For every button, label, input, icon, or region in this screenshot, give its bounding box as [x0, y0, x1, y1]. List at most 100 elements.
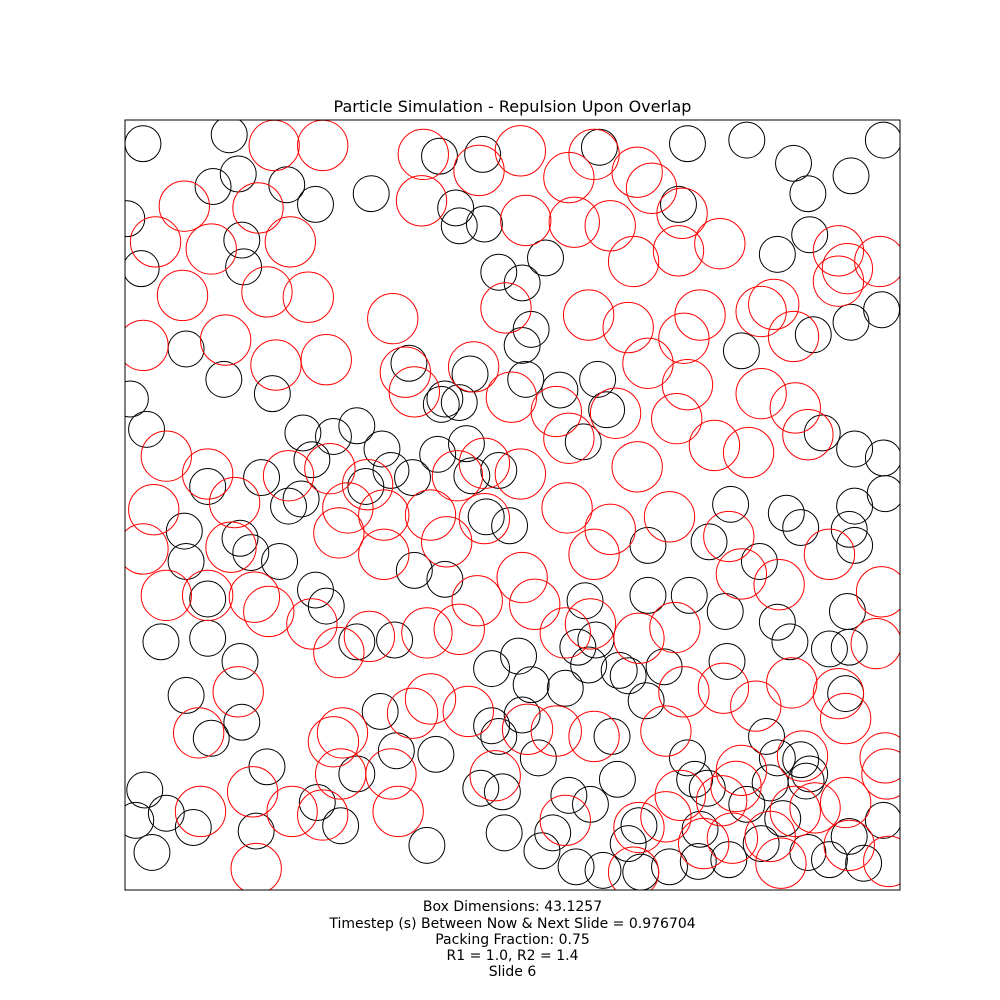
small-particle-89 [600, 651, 638, 689]
large-particle-10 [158, 180, 210, 232]
caption-block: Box Dimensions: 43.1257 Timestep (s) Bet… [328, 899, 695, 980]
small-particle-25 [791, 216, 829, 254]
large-particle-87 [451, 575, 503, 627]
large-particle-102 [658, 666, 710, 718]
small-particle-37 [125, 380, 149, 418]
large-particle-105 [766, 657, 818, 709]
large-particle-68 [182, 448, 234, 500]
small-particle-78 [629, 576, 667, 614]
small-particle-82 [758, 603, 796, 641]
large-particle-130 [530, 705, 582, 757]
small-particle-64 [722, 332, 760, 370]
large-particle-61 [404, 489, 457, 541]
large-particle-147 [365, 748, 417, 800]
large-particle-12 [129, 216, 182, 268]
small-particle-96 [559, 628, 597, 666]
large-particle-27 [156, 269, 209, 322]
large-particle-47 [589, 387, 642, 439]
small-particle-95 [570, 646, 608, 684]
small-particle-66 [803, 414, 841, 452]
small-particle-97 [500, 637, 538, 675]
small-particle-1 [210, 120, 248, 154]
large-particle-62 [358, 489, 410, 541]
large-particle-20 [652, 225, 705, 277]
large-particle-106 [812, 667, 865, 720]
small-particle-75 [712, 485, 750, 523]
small-particle-173 [791, 755, 829, 793]
large-particle-85 [855, 566, 900, 618]
small-particle-101 [376, 621, 414, 659]
small-particle-124 [237, 812, 275, 850]
small-particle-50 [422, 385, 460, 423]
large-particle-64 [304, 442, 356, 495]
large-particle-23 [767, 310, 820, 363]
small-particle-49 [440, 384, 478, 422]
small-particle-20 [669, 125, 706, 163]
small-particle-116 [167, 676, 205, 714]
large-particle-118 [861, 748, 900, 800]
small-particle-145 [584, 851, 622, 889]
small-particle-119 [126, 771, 164, 809]
small-particle-22 [728, 121, 766, 159]
large-particle-112 [710, 760, 762, 813]
large-particle-142 [174, 785, 227, 838]
small-particle-93 [512, 666, 550, 704]
large-particle-69 [128, 484, 180, 536]
small-particle-162 [782, 741, 820, 779]
small-particle-42 [338, 407, 376, 445]
small-particle-135 [485, 814, 523, 852]
small-particle-41 [314, 418, 352, 455]
large-particle-48 [622, 337, 674, 389]
small-particle-167 [845, 844, 883, 882]
small-particle-38 [128, 410, 166, 448]
small-particle-141 [534, 814, 572, 852]
small-particle-35 [284, 414, 322, 452]
small-particle-117 [223, 703, 261, 741]
large-particle-33 [602, 301, 654, 354]
large-particle-72 [313, 507, 365, 559]
large-particle-103 [697, 662, 750, 714]
large-particle-59 [458, 437, 511, 489]
large-particle-9 [656, 187, 708, 239]
small-particle-3 [194, 168, 232, 205]
small-particle-71 [767, 494, 805, 532]
large-particle-143 [230, 842, 282, 890]
small-particle-52 [419, 435, 457, 473]
large-particle-67 [140, 430, 192, 482]
large-particle-98 [539, 607, 591, 659]
large-particle-131 [568, 710, 620, 763]
small-particle-121 [125, 801, 155, 839]
small-particle-108 [221, 519, 259, 557]
small-particle-98 [473, 650, 511, 688]
large-particle-113 [640, 705, 692, 757]
small-particle-26 [832, 157, 870, 195]
small-particle-139 [598, 760, 636, 798]
large-particle-133 [769, 785, 821, 838]
large-particle-21 [694, 218, 746, 270]
large-particle-141 [212, 666, 264, 718]
small-particle-118 [192, 719, 230, 757]
large-particle-99 [564, 598, 617, 650]
large-particle-71 [205, 521, 257, 573]
small-particle-27 [864, 121, 900, 159]
large-particle-89 [401, 607, 453, 659]
large-particle-44 [447, 341, 500, 393]
small-particle-136 [483, 773, 521, 811]
large-particle-90 [343, 610, 396, 663]
large-particle-16 [500, 194, 552, 247]
large-particle-17 [548, 196, 600, 248]
large-particle-31 [480, 282, 532, 334]
large-particle-125 [539, 794, 591, 847]
small-particle-94 [546, 669, 584, 707]
large-particle-38 [125, 319, 169, 372]
small-particle-155 [679, 842, 717, 880]
small-particle-106 [270, 487, 307, 525]
large-particle-148 [372, 785, 424, 838]
small-particle-170 [742, 825, 780, 863]
caption-slide-number: Slide 6 [489, 964, 537, 980]
large-particle-2 [397, 128, 449, 181]
large-particle-36 [735, 285, 787, 338]
small-particle-83 [771, 623, 809, 661]
large-particle-65 [262, 450, 315, 502]
large-particle-54 [688, 419, 741, 472]
